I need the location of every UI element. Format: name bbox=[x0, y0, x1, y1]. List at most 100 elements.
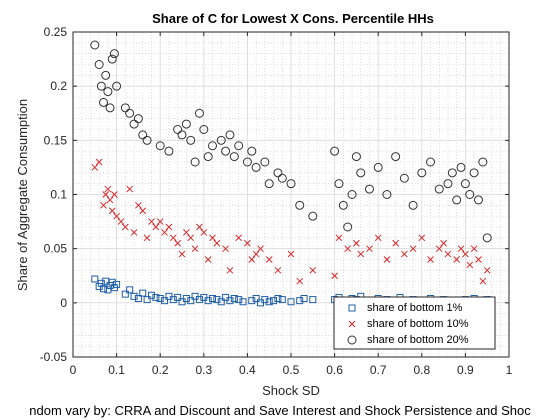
data-point-x bbox=[213, 239, 221, 247]
data-point-circle bbox=[138, 130, 148, 140]
data-point-square bbox=[104, 286, 112, 294]
data-point-x bbox=[257, 245, 264, 253]
x-marker-stroke bbox=[191, 245, 199, 253]
data-point-circle bbox=[456, 162, 466, 172]
data-point-circle bbox=[330, 146, 340, 156]
x-tick-label: 0.9 bbox=[457, 363, 474, 377]
data-point-x bbox=[111, 191, 118, 198]
data-point-circle bbox=[460, 179, 470, 189]
data-point-circle bbox=[308, 211, 318, 221]
data-point-x bbox=[383, 256, 391, 263]
data-point-circle bbox=[443, 179, 453, 189]
x-marker-stroke bbox=[108, 207, 116, 215]
data-point-x bbox=[453, 256, 461, 263]
x-marker-stroke bbox=[174, 239, 181, 247]
data-point-circle bbox=[417, 168, 427, 178]
x-marker-stroke bbox=[200, 229, 208, 236]
legend-square-marker bbox=[348, 304, 356, 312]
data-point-circle bbox=[164, 146, 174, 156]
x-marker-stroke bbox=[183, 229, 190, 236]
data-point-square bbox=[209, 295, 217, 302]
x-marker-stroke bbox=[475, 256, 482, 263]
data-point-circle bbox=[120, 103, 130, 113]
x-marker-stroke bbox=[287, 250, 295, 258]
x-marker-stroke bbox=[135, 201, 142, 209]
data-point-square bbox=[230, 295, 238, 302]
x-marker-stroke bbox=[152, 223, 160, 231]
data-point-x bbox=[91, 164, 99, 171]
x-marker-stroke bbox=[265, 256, 273, 263]
x-tick-label: 0.8 bbox=[413, 363, 430, 377]
data-point-circle bbox=[391, 152, 401, 162]
x-marker-stroke bbox=[235, 234, 243, 242]
data-point-circle bbox=[199, 125, 209, 134]
data-point-circle bbox=[221, 146, 231, 156]
data-point-x bbox=[353, 239, 360, 247]
x-marker-stroke bbox=[165, 223, 173, 231]
data-point-circle bbox=[142, 135, 152, 145]
data-point-x bbox=[235, 234, 243, 242]
legend-x-marker bbox=[348, 320, 356, 328]
x-marker-stroke bbox=[213, 239, 221, 247]
data-point-circle bbox=[482, 233, 492, 243]
x-marker-stroke bbox=[274, 266, 282, 274]
data-point-circle bbox=[101, 70, 111, 80]
data-point-square bbox=[152, 293, 160, 301]
y-tick-label: 0.1 bbox=[50, 188, 67, 202]
data-point-x bbox=[178, 250, 186, 258]
x-tick-label: 1 bbox=[506, 363, 513, 377]
data-point-square bbox=[130, 292, 138, 300]
data-point-square bbox=[134, 295, 142, 302]
x-marker-stroke bbox=[348, 320, 356, 328]
data-point-x bbox=[183, 229, 190, 236]
data-point-x bbox=[274, 266, 282, 274]
legend-marker-square bbox=[348, 304, 356, 312]
data-point-x bbox=[156, 218, 164, 225]
legend-marker-x bbox=[348, 320, 356, 328]
x-marker-stroke bbox=[331, 272, 338, 280]
data-point-x bbox=[161, 229, 168, 236]
data-point-square bbox=[261, 296, 269, 304]
data-point-circle bbox=[399, 173, 409, 183]
data-point-square bbox=[278, 296, 286, 304]
data-point-x bbox=[117, 218, 125, 225]
data-point-square bbox=[270, 297, 278, 305]
x-marker-stroke bbox=[444, 250, 452, 258]
data-point-circle bbox=[478, 157, 488, 167]
series-x-points bbox=[91, 158, 491, 285]
data-point-x bbox=[335, 234, 343, 242]
data-point-x bbox=[427, 256, 434, 263]
data-point-x bbox=[401, 250, 408, 258]
x-marker-stroke bbox=[204, 256, 212, 263]
data-point-circle bbox=[216, 135, 226, 145]
x-tick-label: 0 bbox=[70, 363, 77, 377]
data-point-circle bbox=[203, 152, 213, 162]
data-point-x bbox=[409, 245, 417, 253]
y-tick-label: 0.2 bbox=[50, 79, 67, 93]
x-marker-stroke bbox=[244, 239, 251, 247]
x-marker-stroke bbox=[100, 201, 107, 209]
data-point-x bbox=[475, 256, 482, 263]
data-point-square bbox=[91, 275, 99, 283]
data-point-square bbox=[217, 298, 225, 306]
x-marker-stroke bbox=[209, 234, 216, 242]
data-point-circle bbox=[107, 54, 117, 64]
data-point-x bbox=[95, 158, 103, 166]
data-point-square bbox=[108, 278, 116, 286]
data-point-circle bbox=[473, 195, 483, 205]
data-point-square bbox=[235, 296, 243, 304]
x-marker-stroke bbox=[453, 256, 461, 263]
data-point-circle bbox=[347, 190, 357, 199]
data-point-square bbox=[265, 298, 273, 306]
data-point-circle bbox=[373, 162, 383, 172]
data-point-square bbox=[195, 296, 203, 304]
data-point-circle bbox=[351, 152, 361, 162]
x-marker-stroke bbox=[392, 239, 399, 247]
data-point-square bbox=[143, 296, 151, 304]
y-axis-ticks bbox=[73, 31, 509, 358]
x-marker-stroke bbox=[117, 218, 125, 225]
x-marker-stroke bbox=[479, 277, 487, 285]
data-point-square bbox=[296, 297, 304, 305]
legend-entry-bottom-10: share of bottom 10% bbox=[348, 318, 469, 330]
